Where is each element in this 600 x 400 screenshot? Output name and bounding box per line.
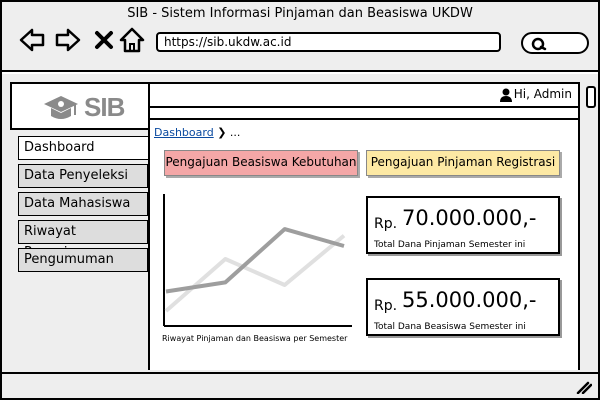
stat-currency: Rp. (374, 298, 398, 314)
stat-label: Total Dana Beasiswa Semester ini (374, 322, 526, 332)
chart-series-line-1 (165, 227, 345, 294)
stat-value: 55.000.000,- (402, 288, 537, 312)
sidebar-item-pengumuman[interactable]: Pengumuman (18, 248, 148, 272)
dashboard-panel: Dashboard ❯ ... Pengajuan Beasiswa Kebut… (150, 118, 578, 370)
close-icon[interactable] (90, 26, 118, 54)
graduation-cap-icon (44, 96, 78, 119)
resize-grip-icon[interactable] (576, 380, 592, 394)
user-icon (500, 88, 512, 102)
user-bar: Hi, Admin (150, 84, 578, 108)
breadcrumb-separator: ❯ (217, 126, 227, 139)
home-icon[interactable] (118, 26, 146, 54)
user-greeting[interactable]: Hi, Admin (513, 87, 572, 101)
arrow-right-icon[interactable] (54, 26, 82, 54)
stat-label: Total Dana Pinjaman Semester ini (374, 240, 526, 250)
logo-text: SIB (84, 92, 125, 122)
page-area: SIB Dashboard Data Penyeleksi Data Mahas… (2, 74, 598, 372)
sidebar-item-data-penyeleksi[interactable]: Data Penyeleksi (18, 164, 148, 188)
pengajuan-beasiswa-button[interactable]: Pengajuan Beasiswa Kebutuhan (164, 150, 358, 176)
stat-card-pinjaman: Rp. 70.000.000,- Total Dana Pinjaman Sem… (366, 196, 560, 254)
window-title: SIB - Sistem Informasi Pinjaman dan Beas… (127, 6, 473, 21)
chart-caption: Riwayat Pinjaman dan Beasiswa per Semest… (162, 334, 348, 343)
history-line-chart (163, 194, 352, 327)
sidebar-logo[interactable]: SIB (10, 82, 148, 130)
stat-value: 70.000.000,- (402, 206, 537, 230)
search-icon[interactable] (531, 37, 547, 51)
arrow-left-icon[interactable] (18, 26, 46, 54)
sidebar-item-riwayat-pengajuan[interactable]: Riwayat Pengajuan (18, 220, 148, 260)
status-bar (2, 372, 598, 398)
content-frame: Hi, Admin Dashboard ❯ ... Pengajuan Beas… (148, 82, 580, 370)
breadcrumb-link-dashboard[interactable]: Dashboard (154, 126, 214, 139)
url-input[interactable]: https://sib.ukdw.ac.id (156, 32, 501, 52)
browser-toolbar: SIB - Sistem Informasi Pinjaman dan Beas… (2, 2, 598, 72)
scrollbar-thumb[interactable] (586, 86, 596, 108)
stat-currency: Rp. (374, 216, 398, 232)
pengajuan-pinjaman-button[interactable]: Pengajuan Pinjaman Registrasi (366, 150, 560, 176)
breadcrumb: Dashboard ❯ ... (154, 126, 240, 139)
sidebar-item-data-mahasiswa[interactable]: Data Mahasiswa (18, 192, 148, 216)
breadcrumb-rest: ... (229, 126, 241, 139)
search-box[interactable] (521, 32, 589, 54)
panel-border (578, 118, 580, 370)
stat-card-beasiswa: Rp. 55.000.000,- Total Dana Beasiswa Sem… (366, 278, 560, 336)
chart-series-line-2 (164, 234, 346, 313)
sidebar-item-dashboard[interactable]: Dashboard (18, 136, 150, 160)
